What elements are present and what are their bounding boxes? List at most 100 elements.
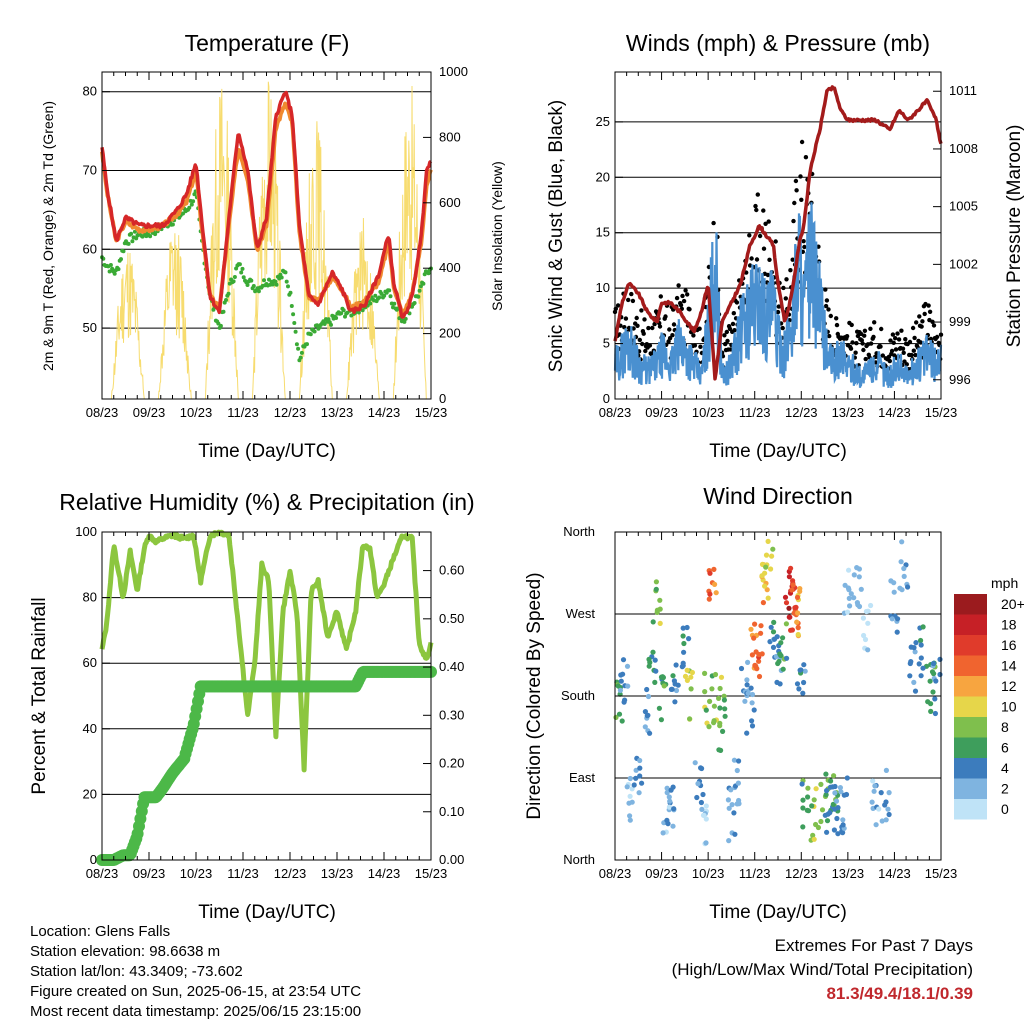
direction-point <box>800 690 806 696</box>
direction-point <box>771 636 778 642</box>
humidity-xlabel: Time (Day/UTC) <box>198 902 336 923</box>
gust-point <box>793 178 799 184</box>
direction-point <box>637 757 643 764</box>
dewpoint-point <box>289 304 294 308</box>
dewpoint-point <box>305 342 309 347</box>
direction-point <box>838 789 844 795</box>
direction-point <box>810 832 816 839</box>
dewpoint-point <box>308 332 313 337</box>
temperature-2m-line <box>100 90 433 319</box>
gust-point <box>792 200 797 206</box>
direction-point <box>759 651 765 657</box>
legend-swatch <box>954 594 987 615</box>
legend-swatch <box>954 758 987 779</box>
direction-point <box>832 783 838 790</box>
gust-point <box>650 325 655 331</box>
direction-point <box>631 782 637 788</box>
direction-point <box>722 706 728 712</box>
direction-point <box>703 840 709 846</box>
gust-point <box>763 221 768 226</box>
gust-point <box>730 321 736 327</box>
legend-label: 12 <box>1001 678 1017 694</box>
gust-point <box>723 341 728 347</box>
temperature-ylabel-right: Solar Insolation (Yellow) <box>489 161 505 311</box>
direction-point <box>717 723 723 729</box>
extremes-heading: Extremes For Past 7 Days <box>774 936 973 955</box>
solar-insolation-line <box>110 252 145 400</box>
direction-point <box>777 681 783 687</box>
x-tick-label: 12/23 <box>274 866 307 881</box>
dewpoint-point <box>191 199 196 204</box>
gust-point <box>635 323 640 328</box>
direction-point <box>735 780 742 786</box>
solar-insolation-line <box>251 81 286 400</box>
gust-point <box>860 341 865 346</box>
direction-point <box>672 681 678 687</box>
dewpoint-point <box>170 222 175 227</box>
y-tick-label-right: 1002 <box>949 256 978 271</box>
y-tick-label-right: 999 <box>949 314 971 329</box>
y-tick-label-right: 400 <box>439 260 461 275</box>
gust-point <box>914 320 919 325</box>
direction-point <box>639 780 645 786</box>
direction-point <box>636 790 642 796</box>
direction-point <box>751 635 757 641</box>
dewpoint-point <box>421 281 426 286</box>
direction-point <box>800 824 806 830</box>
humidity-panel: Relative Humidity (%) & Precipitation (i… <box>29 489 475 923</box>
y-tick-label-left: 5 <box>603 336 610 351</box>
direction-point <box>813 786 819 792</box>
direction-point <box>684 624 690 631</box>
direction-point <box>758 623 764 629</box>
direction-point <box>618 672 624 678</box>
direction-point <box>790 582 796 588</box>
dewpoint-point <box>239 270 244 275</box>
direction-point <box>800 805 806 811</box>
direction-point <box>886 811 892 818</box>
y-tick-label-left: 60 <box>83 241 97 256</box>
pressure-line <box>613 85 943 381</box>
direction-point <box>764 587 770 593</box>
dewpoint-point <box>237 262 242 267</box>
legend-swatch <box>954 635 987 656</box>
gust-point <box>642 317 647 322</box>
direction-point <box>653 586 659 592</box>
direction-point <box>920 665 926 671</box>
dewpoint-point <box>299 350 304 355</box>
x-tick-label: 15/23 <box>925 866 958 881</box>
direction-point <box>627 775 633 782</box>
x-tick-label: 08/23 <box>599 405 632 420</box>
direction-point <box>800 797 806 803</box>
direction-point <box>871 788 877 794</box>
direction-point <box>879 818 885 824</box>
direction-point <box>888 578 894 584</box>
gust-point <box>643 348 648 354</box>
direction-point <box>846 587 852 593</box>
direction-point <box>856 574 862 580</box>
gust-point <box>931 323 937 328</box>
direction-point <box>682 673 689 680</box>
direction-point <box>801 679 807 686</box>
direction-title: Wind Direction <box>703 483 853 509</box>
gust-point <box>912 335 917 341</box>
x-tick-label: 12/23 <box>785 866 818 881</box>
gust-point <box>799 139 805 145</box>
dewpoint-point <box>140 234 145 239</box>
direction-point <box>706 724 712 730</box>
direction-point <box>646 663 652 669</box>
gust-point <box>761 208 766 213</box>
direction-point <box>744 677 750 683</box>
gust-point <box>798 174 803 179</box>
direction-point <box>744 730 750 736</box>
gust-point <box>629 291 634 297</box>
y-tick-label-left: 0 <box>603 391 610 406</box>
gust-point <box>685 292 690 297</box>
direction-point <box>824 829 830 835</box>
direction-point <box>918 637 924 644</box>
y-tick-label-left: 60 <box>83 655 97 670</box>
direction-point <box>861 632 867 639</box>
x-tick-label: 08/23 <box>86 405 119 420</box>
extremes-summary: Extremes For Past 7 Days (High/Low/Max W… <box>672 934 973 1006</box>
direction-point <box>673 687 680 694</box>
direction-point <box>695 781 701 787</box>
